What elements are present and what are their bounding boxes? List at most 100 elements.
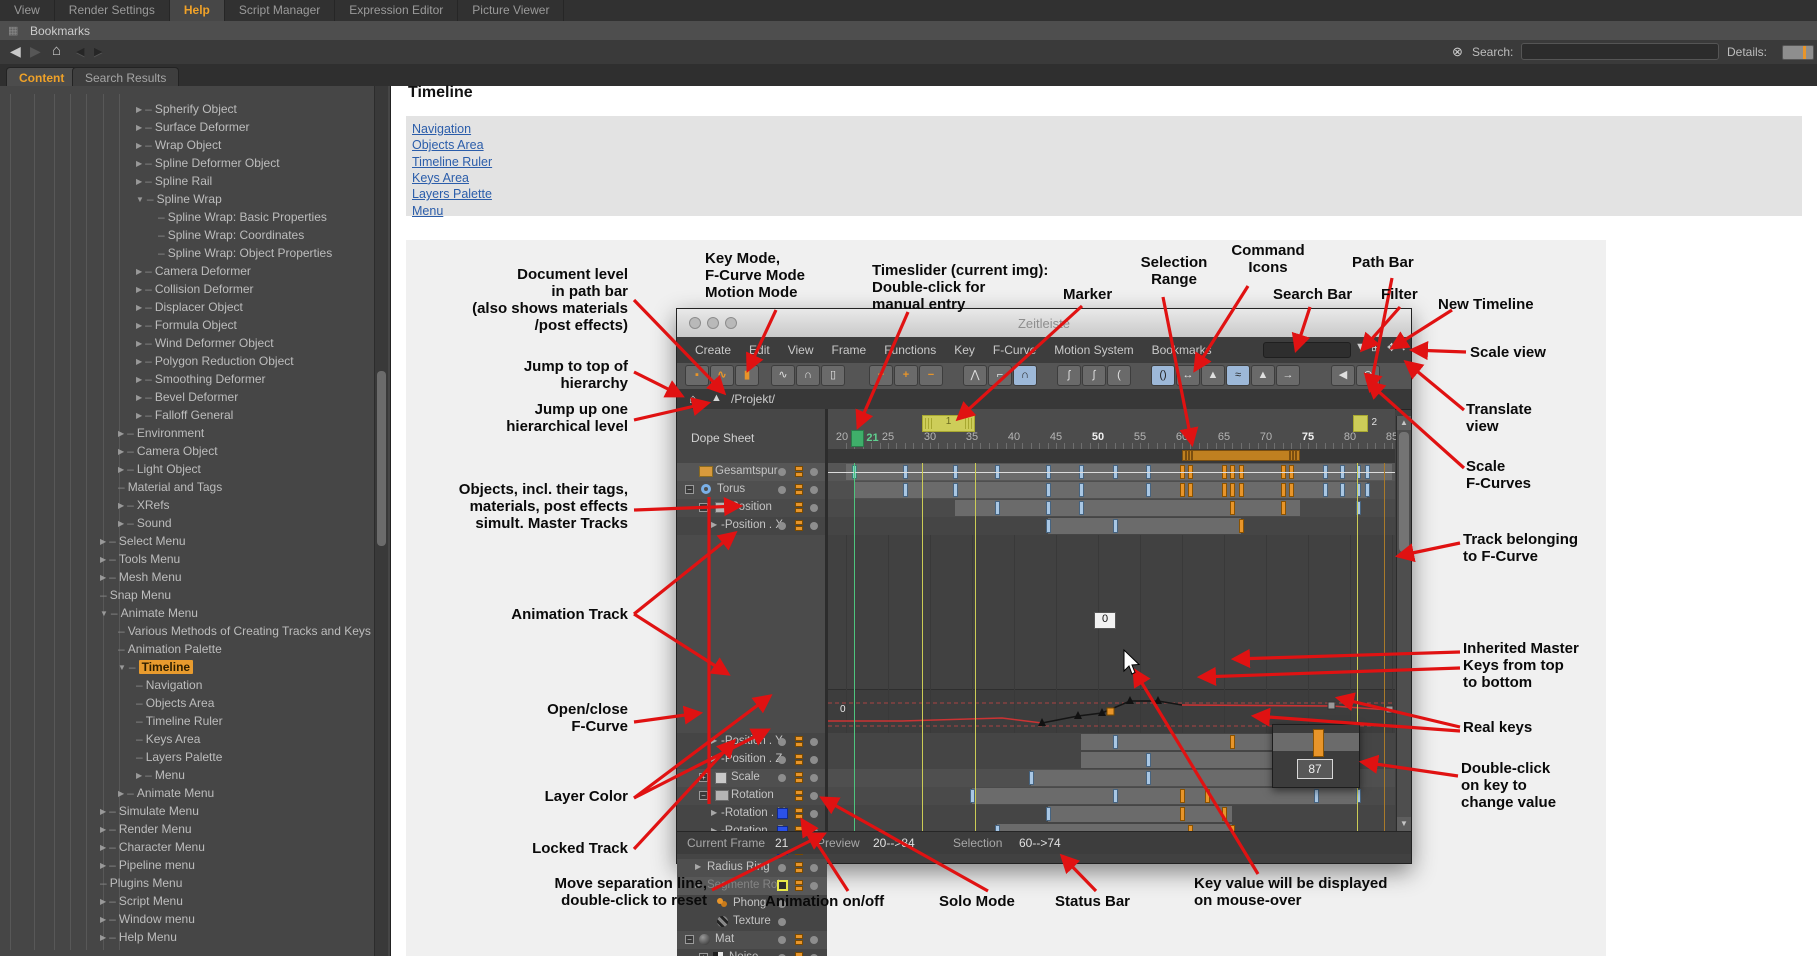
key-blue-f38[interactable] (995, 825, 1001, 831)
toolbar-icon-4-2[interactable]: ( (1107, 365, 1131, 386)
sidebar-item-spline-rail[interactable]: ▶ – Spline Rail (136, 174, 213, 188)
expand-icon[interactable]: + (699, 773, 708, 782)
toolbar-icon-3-1[interactable]: ⌐ (988, 365, 1012, 386)
sidebar-item-light-object[interactable]: ▶ – Light Object (118, 462, 201, 476)
fcurve-toggle-icon[interactable]: ▶ (711, 520, 718, 529)
path-text[interactable]: /Projekt/ (731, 392, 776, 406)
fcurve-toggle-icon[interactable]: ▶ (711, 754, 718, 763)
layer-color-dot[interactable] (778, 522, 786, 530)
key-orange-f73[interactable] (1289, 483, 1295, 497)
sidebar-item-smoothing-deformer[interactable]: ▶ – Smoothing Deformer (136, 372, 266, 386)
track-gesamtspur[interactable]: Gesamtspur (677, 463, 827, 481)
key-blue-f44[interactable] (1045, 483, 1051, 497)
sidebar-item-keys-area[interactable]: – Keys Area (136, 732, 201, 746)
key-orange-f63[interactable] (1205, 789, 1211, 803)
tl-menu-create[interactable]: Create (695, 343, 732, 357)
sidebar-item-spline-wrap-object-properties[interactable]: – Spline Wrap: Object Properties (158, 246, 333, 260)
track-torus[interactable]: − Torus (677, 481, 827, 499)
link-layers-palette[interactable]: Layers Palette (412, 187, 492, 202)
sidebar-item-various-methods-of-creating-tracks-and-keys[interactable]: – Various Methods of Creating Tracks and … (118, 624, 371, 638)
chevron-right-icon[interactable]: ▶ (136, 375, 143, 384)
preview-key-value[interactable]: 87 (1297, 759, 1333, 779)
tab-search-results[interactable]: Search Results (72, 67, 180, 86)
chevron-right-icon[interactable]: ▶ (136, 771, 143, 780)
fcurve-toggle-icon[interactable]: ▶ (711, 736, 718, 745)
collapse-icon[interactable]: − (699, 503, 708, 512)
sidebar-item-spline-deformer-object[interactable]: ▶ – Spline Deformer Object (136, 156, 280, 170)
key-blue-f42[interactable] (1028, 771, 1034, 785)
layer-color-swatch[interactable] (777, 808, 788, 819)
tl-menu-key[interactable]: Key (954, 343, 975, 357)
track-noise[interactable]: +Noise (677, 949, 827, 956)
animation-toggle[interactable] (795, 466, 803, 478)
sidebar-item-objects-area[interactable]: – Objects Area (136, 696, 215, 710)
layer-color-dot[interactable] (778, 486, 786, 494)
key-orange-f60[interactable] (1180, 807, 1185, 821)
jump-top-icon[interactable]: ⌂ (689, 391, 697, 406)
fcurve-toggle-icon[interactable]: ▶ (695, 880, 702, 889)
fcurve-toggle-icon[interactable]: ▶ (711, 808, 718, 817)
chevron-right-icon[interactable]: ▶ (136, 267, 143, 276)
layer-color-swatch[interactable] (777, 880, 788, 891)
sidebar-item-navigation[interactable]: – Navigation (136, 678, 203, 692)
app-menu-expression-editor[interactable]: Expression Editor (335, 0, 459, 21)
key-blue2-f79[interactable] (1339, 483, 1345, 497)
chevron-right-icon[interactable]: ▶ (136, 141, 143, 150)
sidebar-item-wrap-object[interactable]: ▶ – Wrap Object (136, 138, 222, 152)
sidebar-item-spline-wrap-basic-properties[interactable]: – Spline Wrap: Basic Properties (158, 210, 327, 224)
chevron-right-icon[interactable]: ▶ (100, 555, 107, 564)
key-orange-f61[interactable] (1188, 483, 1194, 497)
track-position[interactable]: − Position (677, 499, 827, 517)
sidebar-item-collision-deformer[interactable]: ▶ – Collision Deformer (136, 282, 254, 296)
app-menu-picture-viewer[interactable]: Picture Viewer (458, 0, 565, 21)
tl-menu-frame[interactable]: Frame (831, 343, 867, 357)
home-button[interactable]: ⌂ (52, 42, 62, 59)
scale-view-icon[interactable]: ↕ (1401, 341, 1407, 353)
collapse-icon[interactable]: − (685, 485, 694, 494)
key-blue-f44[interactable] (1045, 519, 1051, 533)
key-blue-f56[interactable] (1146, 753, 1152, 767)
sidebar-item-timeline-ruler[interactable]: – Timeline Ruler (136, 714, 223, 728)
chevron-right-icon[interactable]: ▶ (136, 393, 143, 402)
solo-dot[interactable] (810, 522, 818, 530)
layer-color-dot[interactable] (778, 738, 786, 746)
track--position-y[interactable]: ▶ -Position . Y (677, 733, 827, 751)
toolbar-icon-2-2[interactable]: − (919, 365, 943, 386)
animation-toggle[interactable] (795, 952, 803, 956)
filter-icon[interactable]: ▼ (1355, 341, 1366, 353)
chevron-right-icon[interactable]: ▶ (100, 915, 107, 924)
key-orange-f66[interactable] (1230, 483, 1236, 497)
chevron-right-icon[interactable]: ▶ (118, 429, 125, 438)
sidebar-item-material-and-tags[interactable]: – Material and Tags (118, 480, 223, 494)
key-orange-f66[interactable] (1230, 735, 1236, 749)
app-menu-help[interactable]: Help (169, 0, 225, 21)
tab-content[interactable]: Content (6, 67, 78, 86)
animation-toggle[interactable] (795, 502, 803, 514)
chevron-right-icon[interactable]: ▶ (136, 339, 143, 348)
toolbar-icon-1-2[interactable]: ▯ (821, 365, 845, 386)
chevron-down-icon[interactable]: ▼ (100, 609, 108, 618)
details-toggle[interactable] (1782, 45, 1814, 60)
keys-scrollbar[interactable]: ▲ ▼ (1396, 416, 1411, 831)
sidebar-item-environment[interactable]: ▶ – Environment (118, 426, 205, 440)
fcurve-toggle-icon[interactable]: ▶ (695, 862, 702, 871)
track--position-z[interactable]: ▶ -Position . Z (677, 751, 827, 769)
app-menu-script-manager[interactable]: Script Manager (225, 0, 336, 21)
prev-topic-button[interactable]: ◀ (76, 46, 85, 58)
track-phong[interactable]: Phong (677, 895, 827, 913)
chevron-right-icon[interactable]: ▶ (136, 177, 143, 186)
layer-color-dot[interactable] (778, 774, 786, 782)
toolbar-icon-1-1[interactable]: ∩ (796, 365, 820, 386)
chevron-right-icon[interactable]: ▶ (136, 105, 143, 114)
sidebar-item-plugins-menu[interactable]: – Plugins Menu (100, 876, 183, 890)
window-titlebar[interactable]: Zeitleiste (677, 309, 1411, 338)
next-topic-button[interactable]: ▶ (94, 46, 103, 58)
sidebar-item-help-menu[interactable]: ▶ – Help Menu (100, 930, 177, 944)
toolbar-icon-0-1[interactable]: ∿ (710, 365, 734, 386)
toolbar-icon-5-5[interactable]: → (1276, 365, 1300, 386)
animation-toggle[interactable] (795, 754, 803, 766)
chevron-right-icon[interactable]: ▶ (100, 843, 107, 852)
link-timeline-ruler[interactable]: Timeline Ruler (412, 154, 493, 169)
sidebar-item-spline-wrap-coordinates[interactable]: – Spline Wrap: Coordinates (158, 228, 305, 242)
layer-color-dot[interactable] (778, 756, 786, 764)
